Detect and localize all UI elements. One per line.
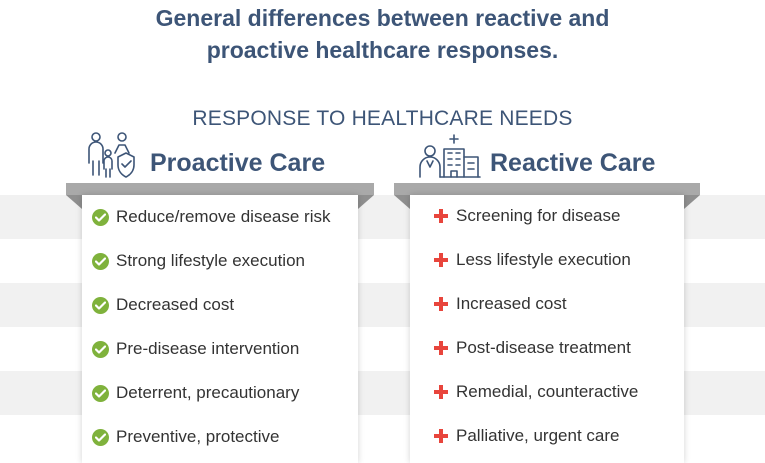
proactive-item: Pre-disease intervention (92, 327, 299, 371)
plus-icon (434, 385, 448, 399)
reactive-item: Screening for disease (434, 194, 620, 238)
proactive-shelf (66, 183, 374, 195)
check-icon (92, 428, 109, 446)
proactive-item: Deterrent, precautionary (92, 371, 299, 415)
section-subtitle: RESPONSE TO HEALTHCARE NEEDS (192, 107, 573, 130)
proactive-item-label: Deterrent, precautionary (116, 383, 300, 402)
title-line-1: General differences between reactive and (155, 5, 610, 31)
proactive-shelf-shadow (66, 195, 374, 209)
reactive-shelf (394, 183, 700, 195)
reactive-item: Palliative, urgent care (434, 414, 619, 458)
reactive-item: Increased cost (434, 282, 567, 326)
plus-icon (434, 429, 448, 443)
check-icon (92, 252, 109, 270)
proactive-item: Decreased cost (92, 283, 234, 327)
plus-icon (434, 341, 448, 355)
plus-icon (434, 209, 448, 223)
reactive-item-label: Increased cost (456, 294, 567, 313)
reactive-item: Less lifestyle execution (434, 238, 631, 282)
proactive-item: Preventive, protective (92, 415, 279, 459)
proactive-item-label: Strong lifestyle execution (116, 251, 305, 270)
check-icon (92, 296, 109, 314)
proactive-item-label: Decreased cost (116, 295, 235, 314)
plus-icon (434, 297, 448, 311)
proactive-item-label: Reduce/remove disease risk (116, 207, 331, 226)
reactive-item-label: Palliative, urgent care (456, 426, 620, 445)
check-icon (92, 340, 109, 358)
reactive-item: Post-disease treatment (434, 326, 631, 370)
reactive-header: Reactive Care (418, 134, 656, 181)
title-line-2: proactive healthcare responses. (206, 37, 559, 63)
family-shield-icon (88, 132, 135, 178)
reactive-item-label: Screening for disease (456, 206, 621, 225)
reactive-shelf-shadow (394, 195, 700, 209)
reactive-item-label: Post-disease treatment (456, 338, 631, 357)
check-icon (92, 208, 109, 226)
reactive-item-label: Remedial, counteractive (456, 382, 639, 401)
proactive-title: Proactive Care (150, 148, 326, 177)
proactive-item: Reduce/remove disease risk (92, 195, 330, 239)
doctor-hospital-icon (419, 134, 481, 178)
reactive-card (410, 195, 684, 463)
proactive-item: Strong lifestyle execution (92, 239, 305, 283)
figure-title: General differences between reactive and… (0, 2, 765, 66)
plus-icon (434, 253, 448, 267)
reactive-item-label: Less lifestyle execution (456, 250, 631, 269)
proactive-header: Proactive Care (84, 132, 326, 181)
check-icon (92, 384, 109, 402)
reactive-item: Remedial, counteractive (434, 370, 638, 414)
proactive-card (82, 195, 358, 463)
proactive-item-label: Pre-disease intervention (116, 339, 300, 358)
proactive-item-label: Preventive, protective (116, 427, 280, 446)
reactive-title: Reactive Care (490, 148, 656, 177)
